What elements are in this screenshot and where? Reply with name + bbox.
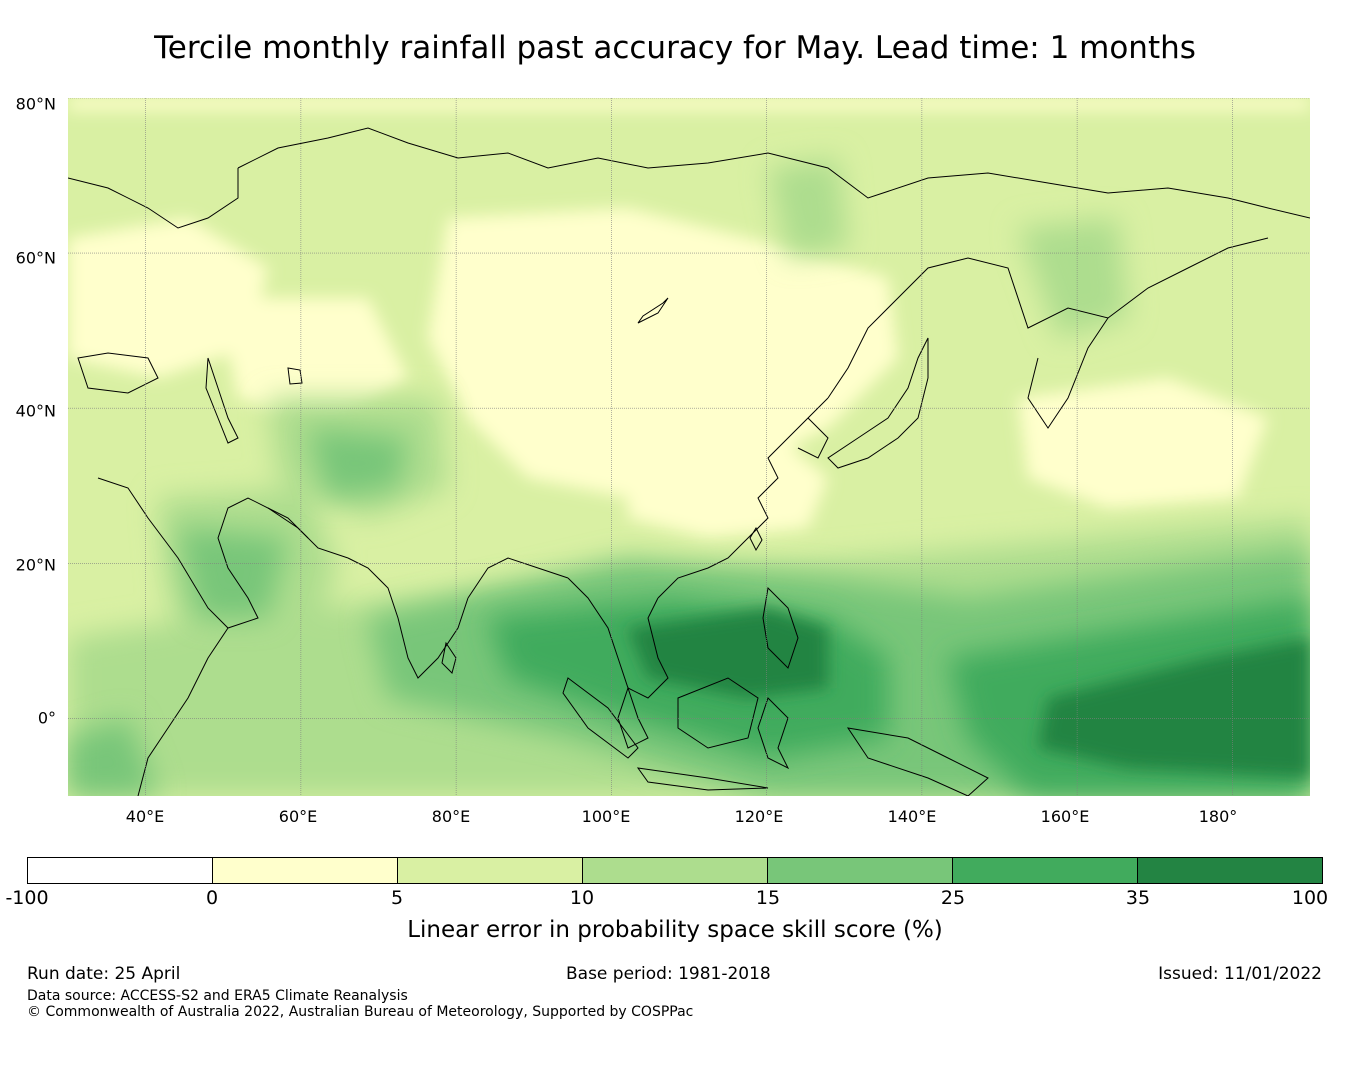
lon-label-180: 180° xyxy=(1198,807,1238,826)
coast-arabia xyxy=(97,477,349,629)
map-title: Tercile monthly rainfall past accuracy f… xyxy=(154,30,1196,66)
coast-bay-bengal xyxy=(467,557,569,599)
lat-label-20n: 20°N xyxy=(15,555,56,575)
run-date: Run date: 25 April xyxy=(27,964,181,984)
colorbar-label: Linear error in probability space skill … xyxy=(407,917,943,943)
colorbar-segment xyxy=(28,858,213,883)
region-high-skill-arabia xyxy=(178,528,288,618)
colorbar-segment xyxy=(1138,858,1322,883)
colorbar-segment xyxy=(768,858,953,883)
colorbar-tick: 35 xyxy=(1125,887,1151,909)
region-low-skill-arctic xyxy=(68,98,1310,110)
coast-india xyxy=(347,557,469,679)
region-high-skill-iran xyxy=(308,428,408,498)
coast-indochina xyxy=(567,577,669,699)
coast-baikal xyxy=(637,297,669,324)
coast-black-sea xyxy=(77,352,159,394)
region-mid-skill-kamchatka xyxy=(1018,218,1128,338)
colorbar-tick: 10 xyxy=(569,887,595,909)
coast-borneo xyxy=(677,677,759,749)
lon-label-160e: 160°E xyxy=(1040,807,1090,826)
colorbar-tick: -100 xyxy=(5,887,49,909)
lon-label-120e: 120°E xyxy=(734,807,784,826)
coast-malay xyxy=(617,686,649,749)
coast-europe-north xyxy=(68,168,239,229)
region-low-skill-pacific-north xyxy=(1018,378,1268,508)
region-low-skill-westsib xyxy=(218,298,408,428)
coast-china-east xyxy=(657,397,829,599)
lat-label-80n: 80°N xyxy=(15,94,56,114)
colorbar-segment xyxy=(583,858,768,883)
coast-java xyxy=(636,767,769,791)
region-max-skill-pacific xyxy=(1038,638,1310,778)
coast-srilanka xyxy=(441,641,457,674)
lat-label-60n: 60°N xyxy=(15,248,56,268)
colorbar-segment xyxy=(953,858,1138,883)
map-canvas xyxy=(68,98,1310,796)
coast-aral xyxy=(287,367,303,385)
coast-persian-gulf xyxy=(267,507,309,539)
colorbar-segment xyxy=(213,858,398,883)
coast-korea xyxy=(797,417,829,459)
issued-date: Issued: 11/01/2022 xyxy=(1158,964,1322,984)
data-source: Data source: ACCESS-S2 and ERA5 Climate … xyxy=(27,988,408,1004)
skill-score-map xyxy=(68,98,1310,796)
colorbar-segment xyxy=(398,858,583,883)
coast-kamchatka xyxy=(1027,317,1109,429)
lon-label-140e: 140°E xyxy=(887,807,937,826)
coast-pacific-russia xyxy=(827,237,1269,399)
colorbar-tick: 25 xyxy=(940,887,966,909)
region-low-skill-china xyxy=(628,428,828,538)
gridlines xyxy=(68,98,1310,796)
coast-taiwan xyxy=(749,526,763,552)
coastlines xyxy=(68,127,1310,796)
colorbar-tick: 0 xyxy=(205,887,219,909)
colorbar-tick: 15 xyxy=(755,887,781,909)
coast-sumatra xyxy=(562,677,639,759)
skill-regions-max xyxy=(628,608,1310,778)
lon-label-100e: 100°E xyxy=(581,807,631,826)
coast-sulawesi xyxy=(757,697,790,770)
lon-label-80e: 80°E xyxy=(431,807,471,826)
colorbar xyxy=(27,857,1323,884)
coast-philippines xyxy=(762,586,799,669)
coast-east-africa xyxy=(137,627,229,796)
coast-newguinea xyxy=(846,727,989,796)
colorbar-tick: 100 xyxy=(1291,887,1329,909)
region-low-skill-siberia xyxy=(428,208,898,498)
coast-arctic xyxy=(237,127,1310,219)
region-mid-skill-yakutia xyxy=(768,158,848,258)
lon-label-60e: 60°E xyxy=(278,807,318,826)
region-low-skill-europe xyxy=(68,218,268,378)
region-max-skill-scs xyxy=(628,608,828,698)
region-high-skill-eafrica xyxy=(68,718,158,796)
base-period: Base period: 1981-2018 xyxy=(566,964,771,984)
colorbar-tick: 5 xyxy=(390,887,404,909)
coast-caspian xyxy=(205,357,239,444)
lat-label-0: 0° xyxy=(37,708,56,728)
coast-japan xyxy=(827,337,929,469)
copyright: © Commonwealth of Australia 2022, Austra… xyxy=(27,1004,694,1020)
lon-label-40e: 40°E xyxy=(125,807,165,826)
lat-label-40n: 40°N xyxy=(15,401,56,421)
